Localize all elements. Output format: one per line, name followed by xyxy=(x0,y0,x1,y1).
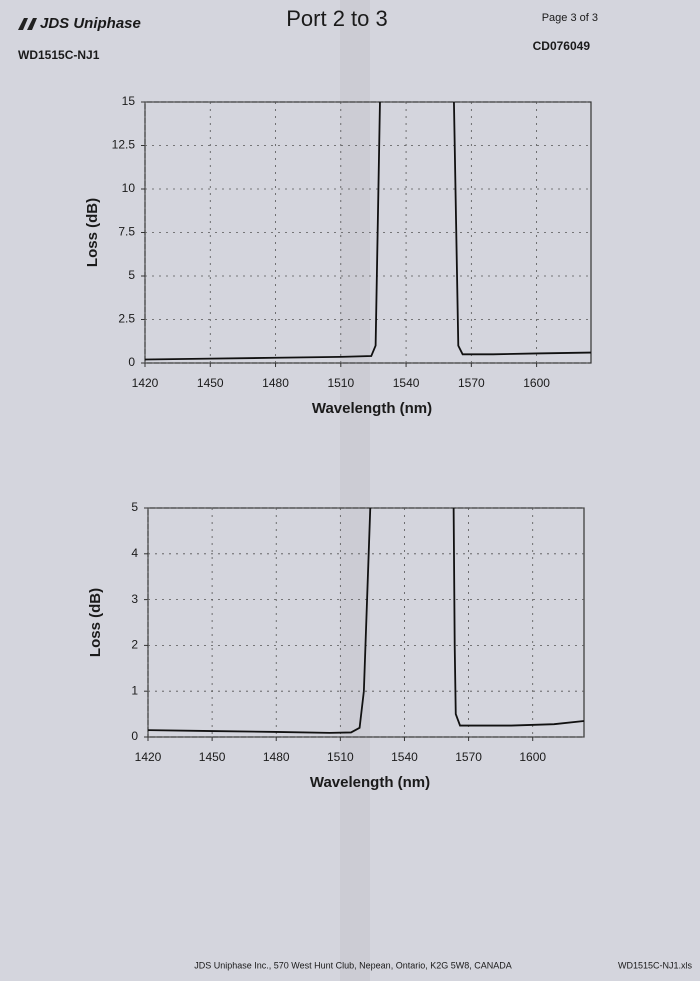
page-title: Port 2 to 3 xyxy=(286,6,388,31)
part-number: WD1515C-NJ1 xyxy=(18,48,100,62)
logo-text: JDS Uniphase xyxy=(40,15,141,32)
y-tick-label: 2.5 xyxy=(118,312,135,326)
x-tick-label: 1420 xyxy=(135,750,162,764)
y-tick-label: 0 xyxy=(131,729,138,743)
y-tick-label: 2 xyxy=(131,638,138,652)
y-tick-label: 0 xyxy=(128,355,135,369)
x-tick-label: 1450 xyxy=(197,376,224,390)
x-tick-label: 1540 xyxy=(393,376,420,390)
y-tick-label: 15 xyxy=(122,94,136,108)
y-axis-label: Loss (dB) xyxy=(87,588,104,657)
x-axis-label: Wavelength (nm) xyxy=(312,400,432,417)
paper-fold xyxy=(340,0,370,981)
x-tick-label: 1600 xyxy=(523,376,550,390)
y-tick-label: 10 xyxy=(122,181,136,195)
loss-curve xyxy=(144,101,592,361)
x-tick-label: 1420 xyxy=(132,376,159,390)
x-tick-label: 1600 xyxy=(519,750,546,764)
y-tick-label: 12.5 xyxy=(112,138,136,152)
x-tick-label: 1510 xyxy=(327,376,354,390)
logo-icon xyxy=(18,18,37,30)
x-tick-label: 1540 xyxy=(391,750,418,764)
y-tick-label: 1 xyxy=(131,683,138,697)
y-tick-label: 7.5 xyxy=(118,225,135,239)
y-tick-label: 4 xyxy=(131,546,138,560)
x-tick-label: 1570 xyxy=(458,376,485,390)
y-tick-label: 3 xyxy=(131,592,138,606)
x-tick-label: 1480 xyxy=(262,376,289,390)
x-axis-label: Wavelength (nm) xyxy=(310,774,430,791)
footer-file: WD1515C-NJ1.xls xyxy=(618,960,693,970)
y-tick-label: 5 xyxy=(131,500,138,514)
y-axis-label: Loss (dB) xyxy=(84,198,101,267)
x-tick-label: 1570 xyxy=(455,750,482,764)
y-tick-label: 5 xyxy=(128,268,135,282)
loss-curve xyxy=(147,507,585,734)
serial-number: CD076049 xyxy=(533,39,591,53)
page-number: Page 3 of 3 xyxy=(542,12,598,24)
x-tick-label: 1450 xyxy=(199,750,226,764)
x-tick-label: 1480 xyxy=(263,750,290,764)
footer-address: JDS Uniphase Inc., 570 West Hunt Club, N… xyxy=(194,960,511,970)
x-tick-label: 1510 xyxy=(327,750,354,764)
